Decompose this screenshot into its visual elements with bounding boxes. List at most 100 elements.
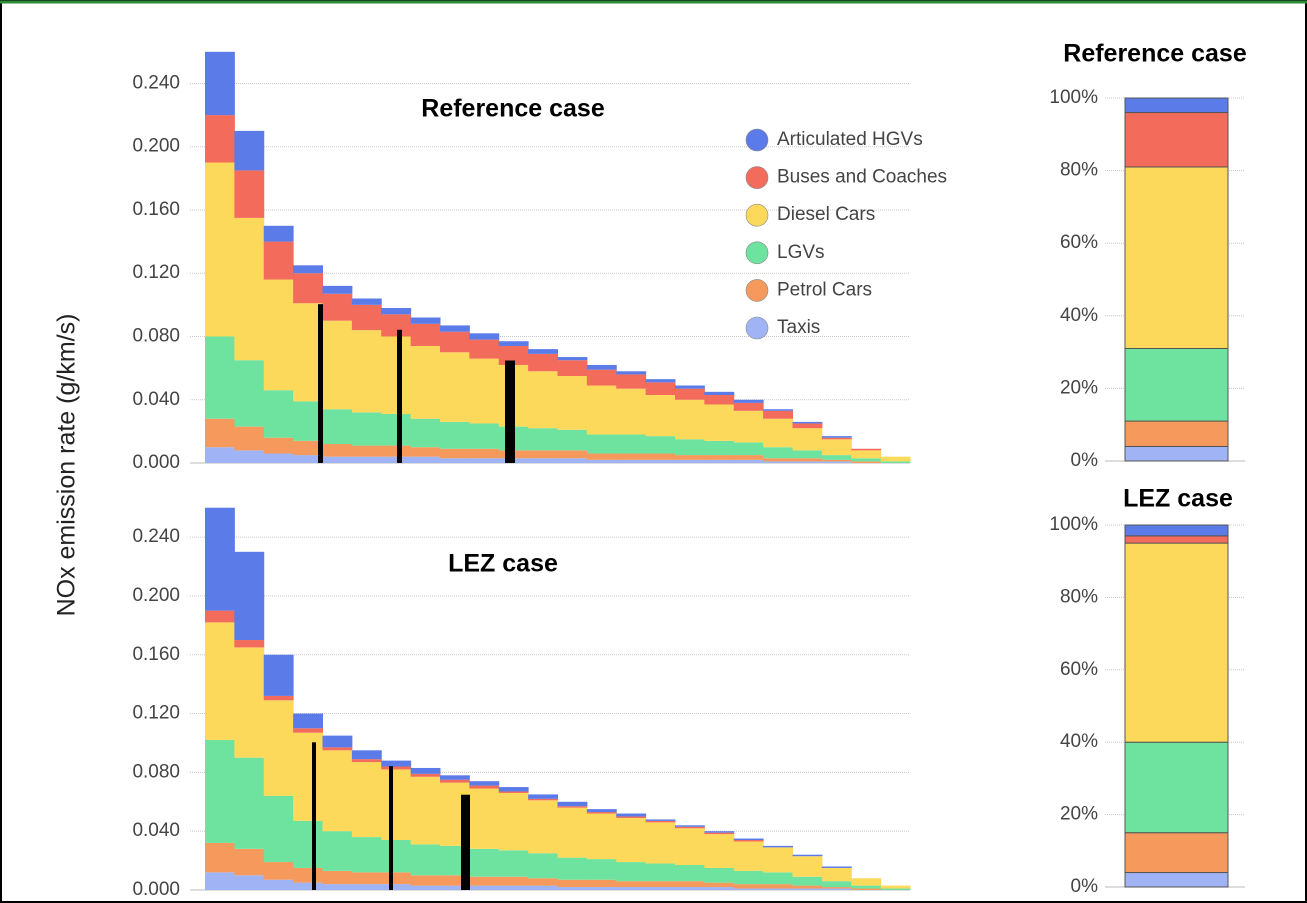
bar-segment (704, 831, 735, 833)
bar-segment (675, 826, 705, 829)
legend-swatch (745, 128, 769, 152)
bar-segment (586, 813, 617, 860)
bar-segment (293, 455, 323, 463)
bar-segment (792, 428, 823, 451)
bar-segment (675, 825, 705, 827)
bar-segment (645, 436, 676, 454)
bar-segment (205, 336, 235, 419)
bar-segment (586, 453, 617, 460)
marker-line (389, 766, 393, 890)
bar-segment (293, 440, 323, 456)
bar-segment (322, 747, 353, 751)
bar-segment (733, 888, 764, 890)
bar-segment (498, 850, 529, 877)
bar-segment (498, 787, 529, 792)
bar-segment (205, 507, 235, 611)
bar-segment (704, 834, 735, 868)
bar-segment (322, 735, 353, 748)
legend-swatch (745, 316, 769, 340)
bar-segment (234, 360, 265, 427)
bar-segment (704, 832, 735, 835)
bar-segment (528, 428, 558, 451)
bar-segment (792, 876, 823, 886)
bar-segment (616, 813, 647, 817)
bar-segment (381, 760, 412, 767)
bar-segment (263, 225, 294, 242)
y-tick-label: 100% (1049, 514, 1098, 535)
bar-segment (528, 878, 558, 886)
bar-segment (263, 879, 294, 890)
bar-segment (616, 881, 647, 888)
bar-segment (469, 339, 500, 359)
legend-swatch (745, 241, 769, 265)
bar-segment (821, 888, 852, 890)
chart-title: LEZ case (448, 550, 558, 578)
bar-segment (616, 388, 647, 435)
bar-segment (792, 888, 823, 890)
bar-segment (733, 459, 764, 463)
bar-segment (763, 410, 793, 419)
bar-segment (557, 857, 588, 880)
bar-segment (645, 394, 676, 437)
bar-segment (704, 440, 735, 456)
bar-segment (410, 345, 441, 419)
bar-segment (586, 364, 617, 370)
bar-segment (263, 279, 294, 391)
bar-segment (234, 450, 265, 463)
bar-segment (1124, 97, 1229, 114)
bar-segment (322, 320, 353, 410)
bar-segment (381, 314, 412, 337)
bar-segment (322, 285, 353, 294)
bar-segment (498, 792, 529, 851)
bar-segment (704, 455, 735, 460)
bar-segment (381, 308, 412, 315)
y-tick-label: 0.120 (132, 262, 180, 283)
bar-segment (1124, 524, 1229, 537)
y-tick-label: 0.120 (132, 703, 180, 724)
legend-label: Diesel Cars (777, 204, 875, 225)
bar-segment (586, 809, 617, 813)
y-tick-label: 0.080 (132, 325, 180, 346)
bar-segment (675, 399, 705, 440)
legend-swatch (745, 166, 769, 189)
marker-line (312, 742, 316, 890)
bar-segment (557, 376, 588, 430)
bar-segment (557, 360, 588, 377)
bar-segment (645, 453, 676, 460)
bar-segment (792, 458, 823, 462)
bar-segment (821, 867, 852, 882)
bar-segment (351, 456, 382, 463)
bar-segment (851, 885, 882, 889)
bar-segment (234, 170, 265, 218)
bar-segment (469, 788, 500, 849)
bar-segment (293, 820, 323, 868)
bar-segment (351, 445, 382, 457)
bar-segment (675, 887, 705, 890)
chart-title: Reference case (1063, 40, 1247, 68)
bar-segment (704, 459, 735, 463)
bar-segment (410, 317, 441, 324)
bar-segment (528, 798, 558, 801)
y-tick-label: 20% (1060, 804, 1098, 825)
bar-segment (469, 423, 500, 449)
bar-segment (821, 437, 852, 440)
bar-segment (440, 352, 470, 422)
bar-segment (351, 884, 382, 890)
bar-segment (205, 115, 235, 163)
bar-segment (1124, 741, 1229, 834)
bar-segment (616, 434, 647, 454)
y-tick-label: 0.040 (132, 820, 180, 841)
bar-segment (645, 820, 676, 823)
bar-segment (498, 791, 529, 793)
bar-segment (645, 887, 676, 890)
bar-segment (733, 402, 764, 411)
bar-segment (704, 887, 735, 890)
bar-segment (763, 872, 793, 885)
bar-segment (351, 762, 382, 838)
bar-segment (586, 859, 617, 880)
bar-segment (616, 371, 647, 375)
bar-segment (733, 838, 764, 841)
bar-segment (616, 453, 647, 460)
bar-segment (322, 884, 353, 890)
bar-segment (763, 888, 793, 890)
